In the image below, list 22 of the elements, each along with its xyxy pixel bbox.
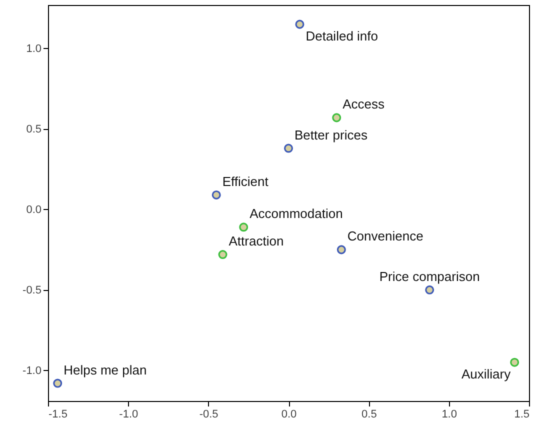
annotation: Attraction xyxy=(228,234,284,249)
annotation: Price comparison xyxy=(379,268,480,284)
y-tick-label: -1.0 xyxy=(22,364,42,377)
x-tick-label: -1.0 xyxy=(119,408,138,420)
annotation: Helps me plan xyxy=(64,362,147,378)
annotation: Detailed info xyxy=(306,28,378,44)
annotation: Accommodation xyxy=(250,206,343,222)
annotation: Better prices xyxy=(294,127,368,142)
y-tick-label: 0.5 xyxy=(26,123,42,136)
annotation: Access xyxy=(342,96,385,112)
x-tick-label: 1.0 xyxy=(442,408,457,420)
x-tick-label: 0.0 xyxy=(281,408,297,420)
annotation: Auxiliary xyxy=(461,366,512,382)
annotation: Efficient xyxy=(222,174,269,189)
annotation: Convenience xyxy=(347,228,424,244)
x-tick-label: 1.5 xyxy=(514,408,530,420)
x-tick-label: -1.5 xyxy=(48,408,68,420)
y-tick-label: -0.5 xyxy=(22,284,42,296)
y-tick-label: 0.0 xyxy=(26,204,42,216)
y-tick-label: 1.0 xyxy=(26,42,42,55)
x-tick-label: -0.5 xyxy=(199,408,218,420)
x-tick-label: 0.5 xyxy=(362,408,377,420)
